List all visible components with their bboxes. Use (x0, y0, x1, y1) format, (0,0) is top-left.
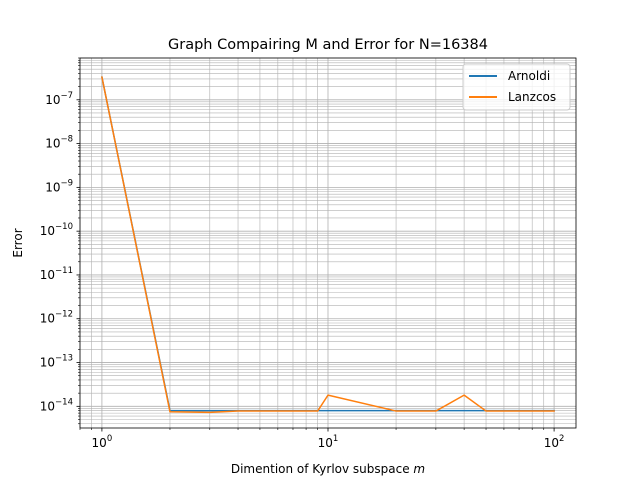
y-tick-exponent: −14 (55, 397, 73, 407)
series-lines (101, 76, 555, 414)
y-tick-base: 10 (40, 399, 55, 413)
y-tick-base: 10 (45, 180, 60, 194)
y-tick-base: 10 (45, 93, 60, 107)
ticks (76, 57, 555, 432)
x-tick-label: 100 (92, 434, 113, 450)
y-tick-label: 10−14 (40, 397, 73, 413)
y-tick-label: 10−8 (45, 135, 73, 151)
x-axis-title: Dimention of Kyrlov subspace m (231, 462, 425, 476)
y-tick-exponent: −8 (60, 135, 73, 145)
y-tick-label: 10−12 (40, 310, 73, 326)
legend-label-lanzcos: Lanzcos (508, 90, 556, 104)
y-tick-exponent: −10 (55, 222, 73, 232)
y-tick-exponent: −13 (55, 354, 73, 364)
x-tick-exponent: 0 (107, 434, 112, 444)
x-tick-exponent: 1 (333, 434, 338, 444)
y-tick-exponent: −11 (55, 266, 73, 276)
y-tick-exponent: −9 (60, 178, 73, 188)
x-tick-exponent: 2 (559, 434, 564, 444)
x-tick-label: 102 (544, 434, 565, 450)
y-tick-exponent: −7 (60, 91, 73, 101)
x-axis-title-variable: m (413, 462, 425, 476)
x-tick-base: 10 (544, 436, 559, 450)
y-tick-label: 10−7 (45, 91, 73, 107)
legend: Arnoldi Lanzcos (462, 63, 571, 111)
series-line-lanzcos (101, 76, 555, 414)
chart-title: Graph Compairing M and Error for N=16384 (168, 37, 488, 53)
y-tick-exponent: −12 (55, 310, 73, 320)
legend-label-arnoldi: Arnoldi (508, 69, 550, 83)
x-tick-base: 10 (92, 436, 107, 450)
y-tick-base: 10 (40, 312, 55, 326)
y-tick-label: 10−13 (40, 354, 73, 370)
y-tick-label: 10−11 (40, 266, 73, 282)
y-tick-base: 10 (40, 356, 55, 370)
x-tick-label: 101 (318, 434, 339, 450)
y-tick-base: 10 (45, 137, 60, 151)
y-tick-base: 10 (40, 268, 55, 282)
x-tick-labels: 100 101 102 (92, 434, 565, 450)
y-axis-title: Error (11, 228, 25, 257)
x-axis-title-text: Dimention of Kyrlov subspace (231, 462, 414, 476)
x-tick-base: 10 (318, 436, 333, 450)
y-tick-label: 10−10 (40, 222, 73, 238)
y-tick-label: 10−9 (45, 178, 73, 194)
y-tick-base: 10 (40, 224, 55, 238)
